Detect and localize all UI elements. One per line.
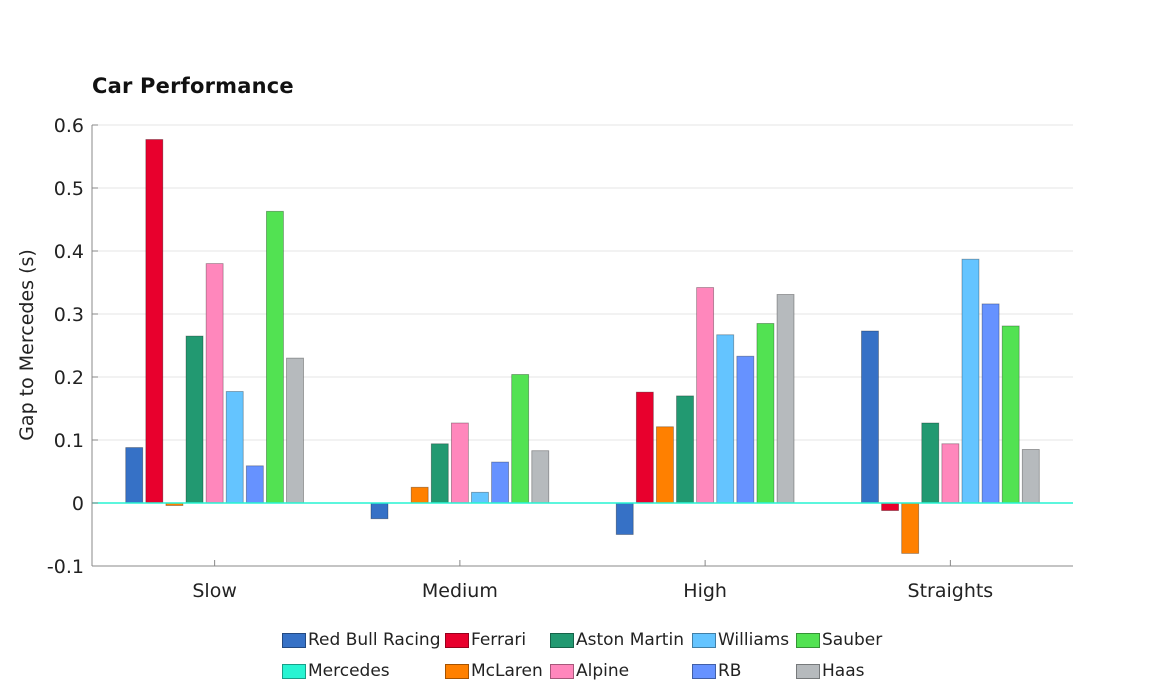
bar-haas-slow <box>286 357 304 504</box>
legend-label: McLaren <box>471 661 543 681</box>
legend-item-mercedes: Mercedes <box>282 660 390 682</box>
legend-swatch <box>550 632 574 648</box>
bar-rb-slow <box>245 465 264 504</box>
legend-label: Williams <box>718 630 790 650</box>
legend-item-red-bull-racing: Red Bull Racing <box>282 629 440 651</box>
y-tick-label: 0.4 <box>54 241 84 263</box>
y-axis-label: Gap to Mercedes (s) <box>16 249 38 441</box>
bar-aston-martin-high <box>676 395 694 504</box>
bar-alpine-high <box>696 287 715 504</box>
y-tick-label: 0.6 <box>54 115 84 137</box>
legend-item-alpine: Alpine <box>550 660 629 682</box>
legend-item-ferrari: Ferrari <box>445 629 526 651</box>
bar-sauber-medium <box>511 374 530 504</box>
legend-swatch <box>796 632 820 648</box>
bar-aston-martin-medium <box>430 443 449 504</box>
x-tick-label: High <box>683 580 727 602</box>
legend-label: Mercedes <box>308 661 390 681</box>
legend-item-haas: Haas <box>796 660 864 682</box>
y-tick-label: -0.1 <box>47 556 84 578</box>
bars <box>92 139 1073 554</box>
x-tick-label: Medium <box>422 580 498 602</box>
y-tick-label: 0 <box>72 493 84 515</box>
legend-swatch <box>282 632 306 648</box>
legend-item-williams: Williams <box>692 629 789 651</box>
bar-williams-high <box>716 334 735 504</box>
bar-mclaren-medium <box>410 486 429 504</box>
legend-label: Sauber <box>822 630 883 650</box>
legend-item-sauber: Sauber <box>796 629 882 651</box>
legend-label: RB <box>718 661 742 681</box>
chart-title: Car Performance <box>92 74 294 98</box>
bar-sauber-slow <box>266 210 284 504</box>
bar-sauber-straights <box>1001 325 1020 504</box>
legend-label: Red Bull Racing <box>308 630 441 650</box>
legend-swatch <box>550 663 574 679</box>
legend-label: Alpine <box>576 661 630 681</box>
legend-item-aston-martin: Aston Martin <box>550 629 684 651</box>
bar-aston-martin-straights <box>921 422 940 504</box>
legend-label: Aston Martin <box>576 630 684 650</box>
y-tick-label: 0.5 <box>54 178 84 200</box>
bar-alpine-medium <box>450 422 469 504</box>
bar-rb-medium <box>491 461 509 504</box>
legend-swatch <box>796 663 820 679</box>
legend-swatch <box>445 663 469 679</box>
axes: -0.1 0 0.1 0.2 0.3 0.4 0.5 0.6 Slow Medium High Str… <box>47 115 1073 602</box>
x-tick-label: Straights <box>908 580 994 602</box>
legend-label: Haas <box>822 661 865 681</box>
bar-red-bull-racing-medium <box>370 502 389 520</box>
bar-sauber-high <box>756 323 775 504</box>
bar-mclaren-straights <box>901 502 920 554</box>
x-tick-label: Slow <box>192 580 237 602</box>
y-tick-label: 0.1 <box>54 430 84 452</box>
legend-item-rb: RB <box>692 660 741 682</box>
legend-label: Ferrari <box>471 630 527 650</box>
bar-alpine-straights <box>941 443 960 504</box>
bar-williams-slow <box>225 391 244 504</box>
legend-swatch <box>692 632 716 648</box>
bar-red-bull-racing-high <box>615 502 634 535</box>
bar-williams-straights <box>961 258 980 504</box>
bar-haas-high <box>776 294 795 504</box>
bar-rb-straights <box>981 303 1000 504</box>
legend-swatch <box>692 663 716 679</box>
bar-red-bull-racing-straights <box>861 330 879 504</box>
y-tick-label: 0.2 <box>54 367 84 389</box>
bar-haas-straights <box>1021 449 1040 504</box>
bar-rb-high <box>736 355 755 504</box>
bar-aston-martin-slow <box>185 335 204 504</box>
bar-alpine-slow <box>205 263 224 504</box>
legend-swatch <box>445 632 469 648</box>
bar-ferrari-slow <box>145 139 164 504</box>
y-tick-label: 0.3 <box>54 304 84 326</box>
bar-haas-medium <box>531 450 550 504</box>
bar-mclaren-high <box>656 426 674 504</box>
legend-swatch <box>282 663 306 679</box>
legend-item-mclaren: McLaren <box>445 660 543 682</box>
bar-ferrari-high <box>635 391 654 504</box>
bar-red-bull-racing-slow <box>125 447 144 504</box>
bar-williams-medium <box>471 491 489 504</box>
bar-ferrari-straights <box>881 502 899 511</box>
